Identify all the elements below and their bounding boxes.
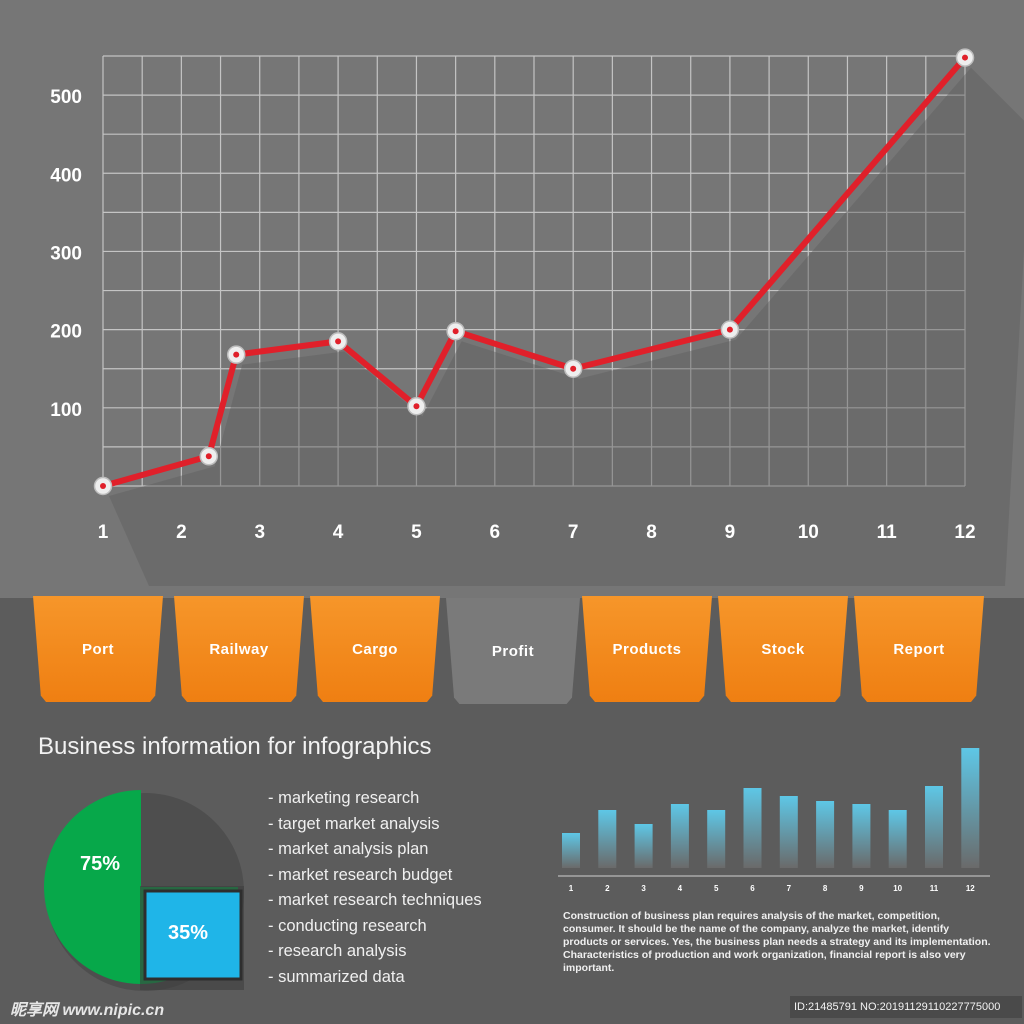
tab-cargo[interactable]: Cargo (310, 596, 440, 702)
tab-railway[interactable]: Railway (174, 596, 304, 702)
pie-slice (143, 889, 243, 981)
bar (888, 810, 907, 868)
pie-chart: 75% 35% (44, 790, 244, 991)
bar-x-label: 3 (641, 884, 646, 893)
info-list: - marketing research - target market anal… (268, 786, 482, 990)
pie-slice-label: 35% (168, 922, 208, 944)
footer-description: Construction of business plan requires a… (563, 910, 991, 974)
y-tick-label: 200 (50, 322, 82, 343)
x-tick-label: 2 (176, 522, 187, 543)
bar-x-label: 1 (569, 884, 574, 893)
data-point-center (413, 403, 420, 410)
bar-x-label: 10 (893, 884, 902, 893)
image-id-text: ID:21485791 NO:20191129110227775000 (790, 996, 1022, 1018)
line-chart-series (93, 48, 975, 496)
bar (634, 824, 653, 868)
data-point-center (962, 54, 968, 61)
tab-stock[interactable]: Stock (718, 596, 848, 702)
tab-report[interactable]: Report (854, 596, 984, 702)
bar-chart: 1 2 3 4 5 6 7 8 9 10 11 12 (558, 748, 990, 893)
bar-x-label: 11 (930, 884, 939, 893)
bar-x-label: 4 (678, 884, 683, 893)
line-chart-x-ticks: 1 2 3 4 5 6 7 8 9 10 11 12 (98, 522, 976, 543)
bar (961, 748, 980, 868)
list-item: - research analysis (268, 942, 407, 960)
bar-x-label: 2 (605, 884, 610, 893)
bar (816, 801, 835, 868)
x-tick-label: 4 (333, 522, 344, 543)
list-item: - marketing research (268, 789, 420, 807)
x-tick-label: 12 (954, 522, 975, 543)
tab-label: Railway (209, 640, 269, 658)
bar (852, 804, 871, 868)
bar (707, 810, 726, 868)
tab-label: Profit (491, 642, 535, 660)
bar (743, 788, 762, 868)
pie-slice-label: 75% (80, 853, 120, 875)
tab-label: Cargo (352, 640, 398, 658)
tab-label: Products (612, 640, 682, 658)
y-tick-label: 500 (50, 87, 82, 108)
bar (670, 804, 689, 868)
x-tick-label: 1 (98, 522, 109, 543)
list-item: - conducting research (268, 916, 427, 935)
tab-products[interactable]: Products (582, 596, 712, 702)
x-tick-label: 6 (490, 522, 501, 543)
tab-port[interactable]: Port (33, 596, 163, 702)
data-point-center (100, 483, 106, 489)
tab-label: Report (893, 640, 945, 658)
bar-x-label: 7 (787, 884, 792, 893)
list-item: - market research techniques (268, 891, 482, 909)
list-item: - summarized data (268, 967, 405, 986)
x-tick-label: 3 (254, 522, 265, 543)
bar (598, 810, 617, 868)
list-item: - market research budget (268, 865, 453, 884)
line-chart-panel (0, 0, 1024, 598)
bar-x-label: 6 (750, 884, 755, 893)
data-point-center (233, 351, 240, 358)
list-item: - market analysis plan (268, 840, 429, 858)
y-tick-label: 100 (50, 400, 82, 421)
bar (779, 796, 798, 868)
tab-profit[interactable]: Profit (446, 598, 580, 704)
x-tick-label: 10 (798, 522, 819, 543)
tab-label: Stock (761, 640, 805, 658)
line-chart-grid (102, 55, 966, 487)
data-point-center (335, 338, 342, 345)
x-tick-label: 11 (877, 522, 898, 543)
bar (925, 786, 943, 868)
x-tick-label: 9 (725, 522, 736, 543)
data-point-center (570, 365, 577, 372)
tab-label: Port (82, 640, 114, 658)
line-chart-y-ticks: 100 200 300 400 500 (50, 87, 82, 421)
line-chart-shadow-shape (109, 67, 1024, 586)
y-tick-label: 300 (50, 243, 82, 264)
bar-x-label: 12 (966, 884, 975, 893)
watermark-text: 昵享网 www.nipic.cn (10, 1002, 165, 1019)
bar-x-label: 8 (823, 884, 828, 893)
line-chart-shadow (109, 67, 1024, 586)
list-item: - target market analysis (268, 814, 440, 833)
data-point-center (726, 326, 733, 333)
bar (562, 833, 580, 868)
x-tick-label: 5 (411, 522, 422, 543)
data-point-center (452, 328, 459, 335)
data-point-center (205, 453, 212, 460)
info-title: Business information for infographics (38, 733, 432, 760)
y-tick-label: 400 (50, 165, 82, 186)
x-tick-label: 8 (646, 522, 657, 543)
x-tick-label: 7 (568, 522, 579, 543)
bar-x-label: 9 (859, 884, 864, 893)
bar-x-label: 5 (714, 884, 719, 893)
